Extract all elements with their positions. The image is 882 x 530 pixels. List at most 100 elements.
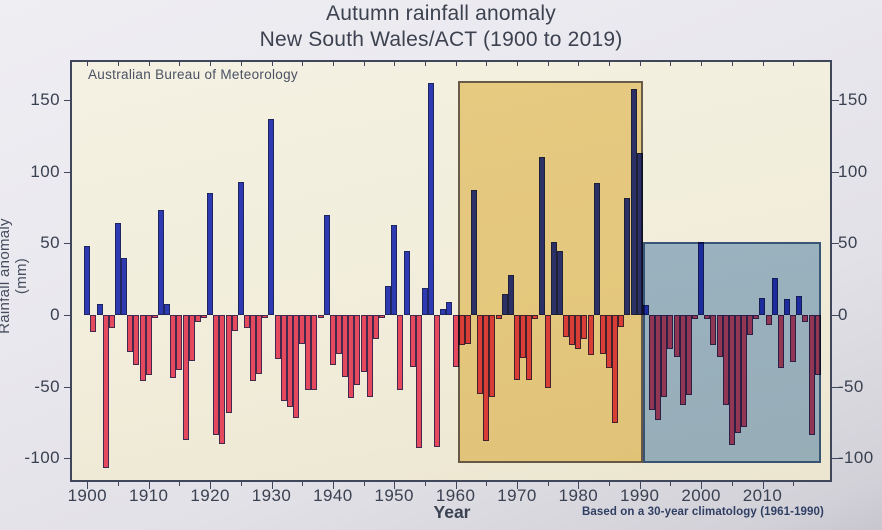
bar-1916: [182, 315, 189, 440]
y-label-right-150: 150: [838, 90, 868, 109]
tick-x-top-1985: [609, 62, 610, 66]
y-label-left--100: -100: [24, 448, 60, 468]
x-label-1930: 1930: [251, 486, 292, 505]
bar-1908: [133, 315, 140, 366]
tick-x-bottom-2010: [762, 482, 764, 489]
tick-x-top-1915: [179, 62, 181, 66]
tick-y-left--100: [64, 458, 70, 460]
tick-x-top-1905: [118, 62, 119, 66]
overlay-baseline-period: [458, 81, 644, 463]
y-label-left-0: 0: [50, 305, 60, 324]
bar-1947: [372, 315, 379, 340]
y-label-left-100: 100: [30, 161, 60, 181]
bar-1934: [293, 315, 300, 419]
bar-1944: [354, 315, 361, 386]
tick-y-left--50: [64, 386, 70, 388]
bar-1921: [213, 315, 220, 436]
tick-x-bottom-1940: [332, 482, 334, 489]
tick-x-bottom-2015: [793, 482, 795, 486]
bar-1919: [200, 315, 207, 318]
bar-1914: [170, 315, 177, 379]
y-label-right--100: -100: [838, 448, 874, 468]
bar-1915: [176, 315, 183, 370]
bar-1930: [268, 118, 275, 315]
x-label-1970: 1970: [497, 486, 537, 505]
tick-y-right--50: [832, 386, 839, 388]
bar-1928: [256, 315, 263, 374]
bar-1939: [323, 214, 330, 315]
bar-1906: [121, 257, 128, 315]
bar-1954: [415, 315, 422, 449]
bar-1918: [194, 315, 201, 323]
y-label-right-0: 0: [838, 305, 848, 324]
tick-x-top-2015: [793, 62, 795, 66]
tick-x-bottom-1920: [210, 482, 212, 489]
x-label-2000: 2000: [681, 486, 721, 505]
bar-1911: [151, 315, 158, 318]
bar-1945: [360, 315, 367, 373]
bar-1932: [280, 315, 287, 401]
tick-x-top-1940: [332, 62, 334, 66]
tick-y-right--100: [832, 458, 839, 460]
tick-x-top-1920: [210, 62, 212, 66]
bar-1907: [127, 315, 134, 353]
overlay-recent-period: [642, 241, 822, 463]
bar-1904: [108, 315, 115, 328]
tick-x-top-1945: [363, 62, 365, 66]
x-axis-title: Year: [433, 502, 471, 522]
tick-x-bottom-1935: [302, 482, 304, 486]
tick-y-right-50: [832, 243, 839, 245]
tick-x-bottom-2005: [731, 482, 733, 486]
bar-1958: [440, 309, 447, 315]
tick-x-bottom-1960: [455, 482, 457, 489]
tick-x-top-1900: [87, 62, 89, 66]
bar-1957: [434, 315, 441, 447]
x-label-1990: 1990: [619, 486, 660, 505]
tick-x-top-1975: [547, 62, 549, 66]
y-label-right-50: 50: [838, 233, 858, 253]
tick-x-bottom-1930: [271, 482, 273, 489]
tick-x-top-1935: [302, 62, 304, 66]
bar-1901: [90, 315, 97, 333]
tick-x-bottom-1980: [578, 482, 580, 489]
bar-1935: [299, 315, 306, 344]
bar-1913: [164, 303, 171, 315]
bar-1940: [329, 315, 336, 366]
tick-x-bottom-1990: [639, 482, 641, 489]
tick-x-bottom-1965: [486, 482, 488, 486]
chart-title-line1: Autumn rainfall anomaly: [326, 2, 556, 25]
tick-x-top-2005: [731, 62, 733, 66]
bar-1941: [335, 315, 342, 354]
tick-y-left-150: [64, 100, 70, 101]
tick-x-top-1995: [670, 62, 672, 66]
tick-x-top-1970: [517, 62, 518, 66]
tick-x-bottom-1970: [517, 482, 518, 489]
bar-1917: [188, 315, 195, 361]
bar-1924: [231, 315, 238, 331]
bar-1909: [139, 315, 146, 381]
bar-1936: [305, 315, 312, 390]
x-label-1910: 1910: [128, 486, 169, 505]
bar-1951: [397, 315, 404, 390]
y-label-left-150: 150: [30, 90, 60, 109]
bar-1900: [84, 246, 91, 315]
bar-1922: [219, 315, 226, 444]
tick-y-right-0: [832, 315, 839, 316]
tick-x-bottom-1955: [424, 482, 426, 486]
bar-1933: [286, 315, 293, 407]
bar-1923: [225, 315, 232, 413]
plot-area: Australian Bureau of Meteorology: [64, 60, 839, 489]
tick-x-top-1955: [424, 62, 426, 66]
y-label-left-50: 50: [40, 233, 60, 253]
tick-x-top-1960: [455, 62, 457, 66]
climatology-caption: Based on a 30-year climatology (1961-199…: [582, 506, 824, 518]
tick-x-bottom-1950: [394, 482, 396, 489]
tick-x-bottom-1915: [179, 482, 181, 486]
tick-x-bottom-2000: [701, 482, 703, 489]
tick-x-top-1980: [578, 62, 580, 66]
bar-1955: [421, 287, 428, 315]
tick-x-top-1925: [240, 62, 242, 66]
bar-1920: [207, 193, 214, 315]
tick-x-top-1910: [148, 62, 150, 66]
